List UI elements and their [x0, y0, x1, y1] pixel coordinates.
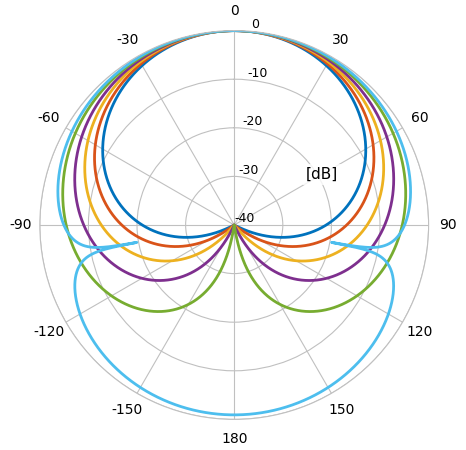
Text: [dB]: [dB]	[306, 167, 338, 182]
